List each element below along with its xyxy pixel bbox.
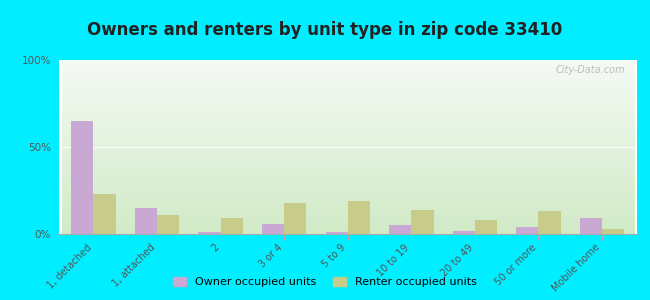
Bar [411, 210, 434, 234]
Bar [326, 232, 348, 234]
Bar [135, 208, 157, 234]
Bar [348, 201, 370, 234]
Legend: Owner occupied units, Renter occupied units: Owner occupied units, Renter occupied un… [168, 272, 482, 291]
Bar [452, 230, 475, 234]
Bar [538, 212, 561, 234]
Bar [220, 218, 243, 234]
Bar [198, 232, 220, 234]
Bar [284, 203, 306, 234]
Bar [157, 215, 179, 234]
Bar [72, 121, 94, 234]
Text: Owners and renters by unit type in zip code 33410: Owners and renters by unit type in zip c… [87, 21, 563, 39]
Bar [516, 227, 538, 234]
Bar [262, 224, 284, 234]
Bar [602, 229, 624, 234]
Bar [389, 225, 411, 234]
Text: City-Data.com: City-Data.com [556, 65, 625, 75]
Bar [94, 194, 116, 234]
Bar [475, 220, 497, 234]
Bar [580, 218, 602, 234]
